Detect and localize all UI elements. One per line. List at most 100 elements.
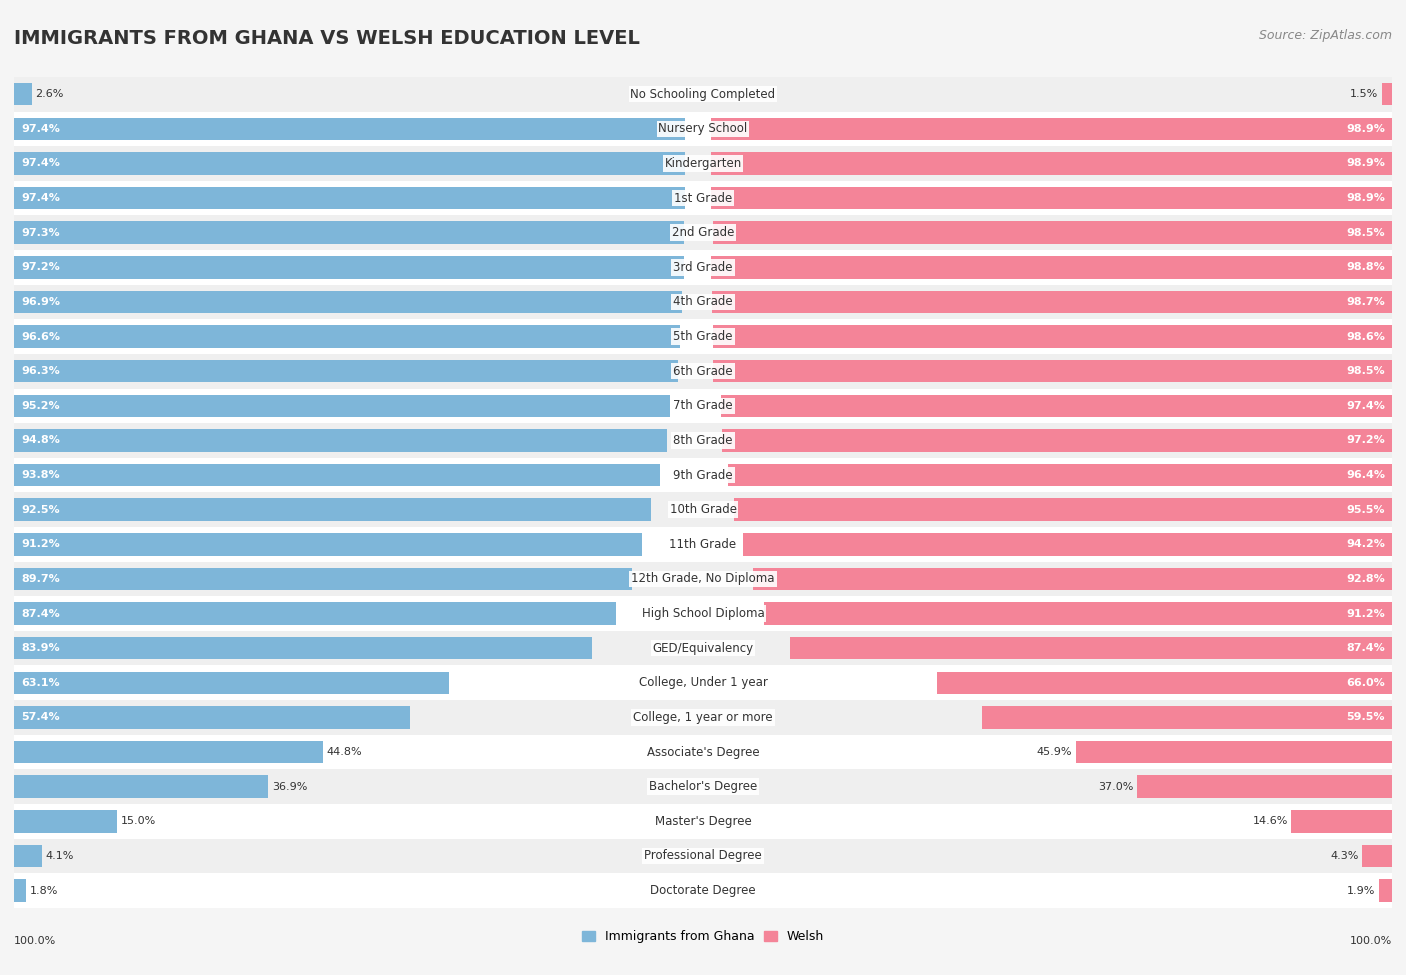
Text: 1.8%: 1.8% — [30, 885, 58, 895]
Bar — [14, 804, 1392, 838]
Text: Bachelor's Degree: Bachelor's Degree — [650, 780, 756, 794]
Bar — [14, 735, 1392, 769]
Bar — [14, 429, 668, 451]
Bar — [14, 567, 633, 590]
Text: 91.2%: 91.2% — [1347, 608, 1385, 618]
Bar — [14, 527, 1392, 562]
Text: Doctorate Degree: Doctorate Degree — [650, 884, 756, 897]
Bar — [14, 631, 1392, 666]
Bar — [14, 810, 117, 833]
Bar — [14, 603, 616, 625]
Text: 87.4%: 87.4% — [1347, 644, 1385, 653]
Text: Nursery School: Nursery School — [658, 122, 748, 136]
Text: 94.8%: 94.8% — [21, 436, 60, 446]
Bar — [723, 429, 1392, 451]
Text: 4.1%: 4.1% — [46, 851, 75, 861]
Bar — [734, 498, 1392, 521]
Bar — [1379, 879, 1392, 902]
Text: 11th Grade: 11th Grade — [669, 538, 737, 551]
Legend: Immigrants from Ghana, Welsh: Immigrants from Ghana, Welsh — [576, 925, 830, 949]
Bar — [14, 354, 1392, 388]
Text: 57.4%: 57.4% — [21, 713, 59, 722]
Text: 36.9%: 36.9% — [271, 782, 307, 792]
Bar — [14, 395, 669, 417]
Text: 1.5%: 1.5% — [1350, 90, 1378, 99]
Text: 97.2%: 97.2% — [21, 262, 59, 272]
Text: 98.6%: 98.6% — [1346, 332, 1385, 341]
Text: 98.5%: 98.5% — [1347, 367, 1385, 376]
Text: 3rd Grade: 3rd Grade — [673, 261, 733, 274]
Text: 98.5%: 98.5% — [1347, 228, 1385, 238]
Bar — [14, 700, 1392, 735]
Text: 44.8%: 44.8% — [326, 747, 361, 757]
Bar — [14, 672, 449, 694]
Bar — [742, 533, 1392, 556]
Bar — [14, 215, 1392, 250]
Bar — [14, 597, 1392, 631]
Text: 45.9%: 45.9% — [1036, 747, 1073, 757]
Bar — [752, 567, 1392, 590]
Bar — [14, 326, 679, 348]
Bar — [14, 492, 1392, 527]
Text: 98.9%: 98.9% — [1346, 193, 1385, 203]
Text: 92.5%: 92.5% — [21, 505, 59, 515]
Text: 6th Grade: 6th Grade — [673, 365, 733, 377]
Bar — [14, 637, 592, 659]
Text: No Schooling Completed: No Schooling Completed — [630, 88, 776, 100]
Text: 7th Grade: 7th Grade — [673, 400, 733, 412]
Text: Associate's Degree: Associate's Degree — [647, 746, 759, 759]
Text: GED/Equivalency: GED/Equivalency — [652, 642, 754, 654]
Text: 63.1%: 63.1% — [21, 678, 59, 687]
Bar — [14, 562, 1392, 597]
Text: College, 1 year or more: College, 1 year or more — [633, 711, 773, 723]
Bar — [14, 118, 685, 140]
Text: 5th Grade: 5th Grade — [673, 331, 733, 343]
Text: 98.9%: 98.9% — [1346, 159, 1385, 169]
Text: 4.3%: 4.3% — [1330, 851, 1358, 861]
Bar — [14, 533, 643, 556]
Bar — [14, 291, 682, 313]
Bar — [711, 291, 1392, 313]
Text: 97.2%: 97.2% — [1347, 436, 1385, 446]
Text: 1st Grade: 1st Grade — [673, 191, 733, 205]
Text: 100.0%: 100.0% — [1350, 936, 1392, 946]
Bar — [14, 423, 1392, 457]
Text: 97.4%: 97.4% — [1346, 401, 1385, 410]
Bar — [14, 360, 678, 382]
Bar — [14, 180, 1392, 215]
Bar — [1076, 741, 1392, 763]
Bar — [1382, 83, 1392, 105]
Text: College, Under 1 year: College, Under 1 year — [638, 677, 768, 689]
Bar — [14, 187, 685, 210]
Bar — [713, 360, 1392, 382]
Text: IMMIGRANTS FROM GHANA VS WELSH EDUCATION LEVEL: IMMIGRANTS FROM GHANA VS WELSH EDUCATION… — [14, 29, 640, 48]
Bar — [938, 672, 1392, 694]
Text: 89.7%: 89.7% — [21, 574, 59, 584]
Bar — [763, 603, 1392, 625]
Text: 95.5%: 95.5% — [1347, 505, 1385, 515]
Text: 97.4%: 97.4% — [21, 193, 60, 203]
Text: Master's Degree: Master's Degree — [655, 815, 751, 828]
Bar — [728, 464, 1392, 487]
Bar — [14, 319, 1392, 354]
Bar — [14, 83, 32, 105]
Text: 93.8%: 93.8% — [21, 470, 59, 480]
Text: 96.6%: 96.6% — [21, 332, 60, 341]
Text: 15.0%: 15.0% — [121, 816, 156, 826]
Bar — [1362, 844, 1392, 867]
Bar — [713, 221, 1392, 244]
Text: 10th Grade: 10th Grade — [669, 503, 737, 516]
Bar — [14, 388, 1392, 423]
Text: 98.8%: 98.8% — [1347, 262, 1385, 272]
Bar — [14, 256, 683, 279]
Bar — [14, 879, 27, 902]
Bar — [710, 118, 1392, 140]
Text: 98.7%: 98.7% — [1347, 297, 1385, 307]
Text: 83.9%: 83.9% — [21, 644, 59, 653]
Text: 4th Grade: 4th Grade — [673, 295, 733, 308]
Text: 2nd Grade: 2nd Grade — [672, 226, 734, 239]
Bar — [14, 498, 651, 521]
Text: High School Diploma: High School Diploma — [641, 607, 765, 620]
Text: 96.9%: 96.9% — [21, 297, 60, 307]
Text: 92.8%: 92.8% — [1347, 574, 1385, 584]
